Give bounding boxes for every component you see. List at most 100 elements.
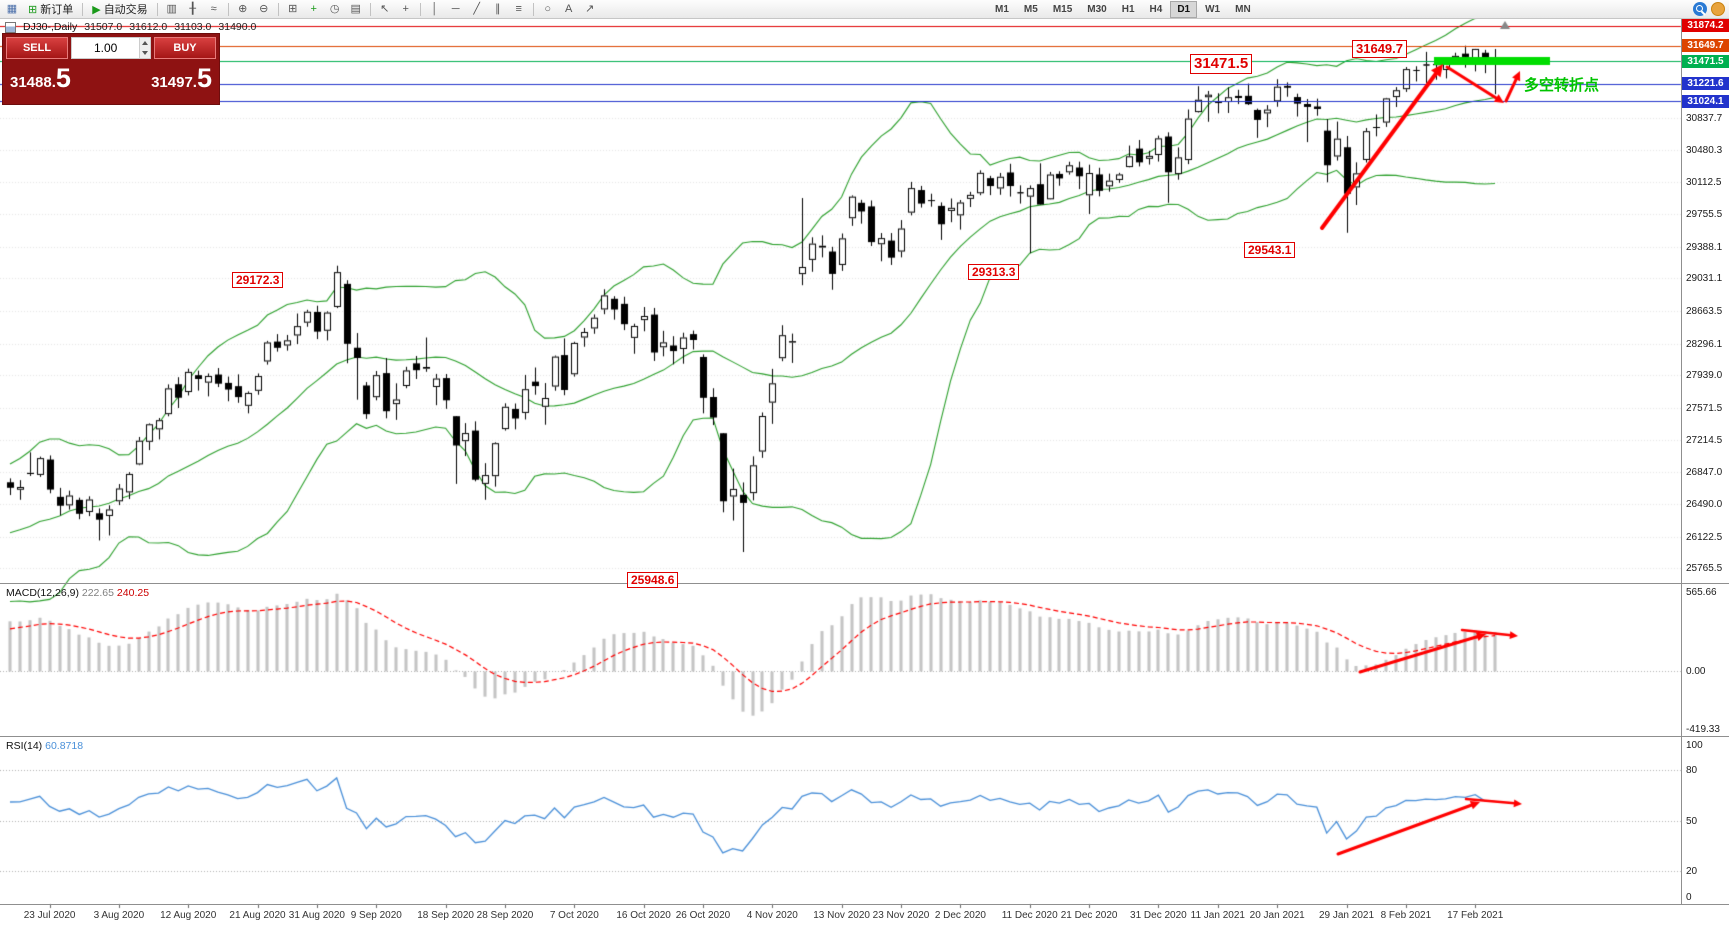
date-label: 16 Oct 2020 xyxy=(616,910,671,921)
indicators-icon[interactable]: + xyxy=(304,1,324,18)
timeframe-button-h4[interactable]: H4 xyxy=(1149,4,1163,15)
rsi-scale-label: 20 xyxy=(1686,865,1698,877)
price-callout[interactable]: 29313.3 xyxy=(968,264,1020,281)
price-callout[interactable]: 25948.6 xyxy=(627,572,679,589)
date-label: 31 Dec 2020 xyxy=(1130,910,1187,921)
line-chart-icon-glyph: ≈ xyxy=(210,2,217,15)
timeframe-button-h1[interactable]: H1 xyxy=(1121,4,1135,15)
toolbar: ▦ ⊞ 新订单 ▶ 自动交易 ▥ ╂ ≈ ⊕ ⊖ ⊞ + ◷ ▤ ↖ + │ ─ ╱ ∥ ≡ ○ A ↗ M1 M5 M15 M30… xyxy=(0,0,1729,19)
cursor-icon[interactable]: ↖ xyxy=(375,1,395,18)
shapes-icon[interactable]: ○ xyxy=(538,1,558,18)
price-level-tag: 31221.6 xyxy=(1682,77,1729,91)
turning-point-annotation[interactable]: 多空转折点 xyxy=(1524,77,1600,94)
chart-window-icon-glyph: ▦ xyxy=(6,2,18,15)
trendline-icon-glyph: ╱ xyxy=(473,2,480,15)
price-callout[interactable]: 29172.3 xyxy=(232,272,284,289)
channel-icon-glyph: ∥ xyxy=(494,2,501,15)
price-scale-label: 28663.5 xyxy=(1686,305,1723,317)
rsi-name: RSI(14) xyxy=(6,740,43,752)
auto-trading-button[interactable]: ▶ 自动交易 xyxy=(87,2,152,17)
price-scale-label: 26847.0 xyxy=(1686,467,1723,479)
zoom-out-icon[interactable]: ⊖ xyxy=(254,1,274,18)
channel-icon[interactable]: ∥ xyxy=(488,1,508,18)
account-icon[interactable] xyxy=(1711,2,1725,16)
timeframe-button-m15[interactable]: M15 xyxy=(1052,4,1073,15)
fibonacci-icon[interactable]: ≡ xyxy=(509,1,529,18)
price-scale-label: 30480.3 xyxy=(1686,144,1723,156)
buy-price: 31497.5 xyxy=(151,63,212,93)
one-click-trading-panel: SELL BUY 31488.5 31497.5 xyxy=(2,33,220,105)
rsi-scale-label: 80 xyxy=(1686,765,1698,777)
timeframe-button-w1[interactable]: W1 xyxy=(1205,4,1221,15)
macd-name: MACD(12,26,9) xyxy=(6,587,79,599)
rsi-scale-label: 0 xyxy=(1686,892,1692,903)
price-level-tag: 31024.1 xyxy=(1682,94,1729,108)
price-callout[interactable]: 31471.5 xyxy=(1190,54,1253,74)
main-chart-pane[interactable] xyxy=(0,19,1681,583)
date-label: 12 Aug 2020 xyxy=(160,910,217,921)
candlestick-chart-icon[interactable]: ╂ xyxy=(183,1,203,18)
price-level-tag: 31471.5 xyxy=(1682,54,1729,68)
new-order-button-label: 新订单 xyxy=(40,4,74,16)
pane-separator[interactable] xyxy=(0,583,1729,584)
crosshair-icon[interactable]: + xyxy=(396,1,416,18)
toolbar-separator xyxy=(419,2,421,16)
timeframe-button-m1[interactable]: M1 xyxy=(995,4,1009,15)
price-scale-label: 26490.0 xyxy=(1686,498,1723,510)
date-label: 8 Feb 2021 xyxy=(1380,910,1432,921)
bar-chart-icon-glyph: ▥ xyxy=(166,2,177,15)
price-scale-label: 29031.1 xyxy=(1686,273,1723,285)
crosshair-icon-glyph: + xyxy=(402,2,409,15)
timeframe-button-mn[interactable]: MN xyxy=(1235,4,1251,15)
candlestick-chart-icon-glyph: ╂ xyxy=(189,2,196,15)
macd-pane[interactable] xyxy=(0,584,1681,736)
periods-icon[interactable]: ◷ xyxy=(325,1,345,18)
volume-input[interactable] xyxy=(72,38,140,58)
chart-window-icon[interactable]: ▦ xyxy=(2,1,22,18)
rsi-scale-label: 50 xyxy=(1686,815,1698,827)
sell-button[interactable]: SELL xyxy=(6,37,68,59)
pane-separator[interactable] xyxy=(0,736,1729,737)
rsi-scale-label: 100 xyxy=(1686,740,1703,751)
date-label: 7 Oct 2020 xyxy=(549,910,599,921)
line-chart-icon[interactable]: ≈ xyxy=(204,1,224,18)
toolbar-separator xyxy=(369,2,371,16)
price-scale-label: 29755.5 xyxy=(1686,208,1723,220)
toolbar-separator xyxy=(227,2,229,16)
timeframe-button-d1[interactable]: D1 xyxy=(1170,1,1198,18)
price-scale-label: 27571.5 xyxy=(1686,402,1723,414)
price-axis[interactable] xyxy=(1681,19,1729,904)
rsi-pane[interactable] xyxy=(0,737,1681,904)
zoom-out-icon-glyph: ⊖ xyxy=(259,2,269,15)
indicators-icon-glyph: + xyxy=(310,2,317,15)
buy-button[interactable]: BUY xyxy=(154,37,216,59)
date-label: 21 Dec 2020 xyxy=(1060,910,1118,921)
trendline-icon[interactable]: ╱ xyxy=(467,1,487,18)
bar-chart-icon[interactable]: ▥ xyxy=(162,1,182,18)
toolbar-separator xyxy=(156,2,158,16)
sell-price: 31488.5 xyxy=(10,63,71,93)
macd-indicator-label: MACD(12,26,9) 222.65 240.25 xyxy=(6,587,149,599)
text-icon[interactable]: A xyxy=(559,1,579,18)
toolbar-separator xyxy=(82,2,84,16)
timeframe-button-m30[interactable]: M30 xyxy=(1087,4,1107,15)
price-callout[interactable]: 31649.7 xyxy=(1352,40,1407,58)
date-label: 29 Jan 2021 xyxy=(1318,910,1375,921)
vertical-line-icon[interactable]: │ xyxy=(425,1,445,18)
horizontal-line-icon[interactable]: ─ xyxy=(446,1,466,18)
tile-windows-icon[interactable]: ⊞ xyxy=(283,1,303,18)
timeframe-button-m5[interactable]: M5 xyxy=(1023,4,1038,15)
search-icon[interactable] xyxy=(1693,2,1707,16)
volume-up-icon[interactable] xyxy=(140,38,150,48)
volume-down-icon[interactable] xyxy=(140,48,150,58)
arrow-tools-icon[interactable]: ↗ xyxy=(580,1,600,18)
high-value: 31612.0 xyxy=(129,21,168,33)
auto-trading-button-label: 自动交易 xyxy=(103,4,148,16)
zoom-in-icon[interactable]: ⊕ xyxy=(233,1,253,18)
new-order-button[interactable]: ⊞ 新订单 xyxy=(23,2,78,17)
templates-icon[interactable]: ▤ xyxy=(346,1,366,18)
price-callout[interactable]: 29543.1 xyxy=(1244,242,1296,259)
pane-separator[interactable] xyxy=(0,904,1729,905)
